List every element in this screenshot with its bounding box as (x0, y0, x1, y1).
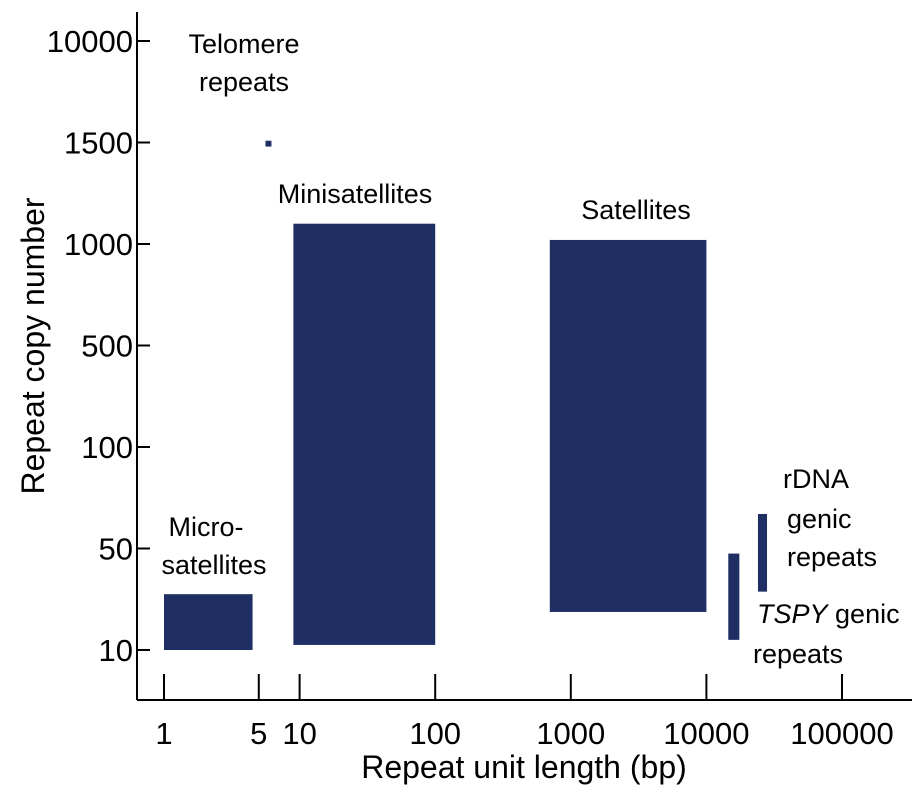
y-tick-label: 10 (99, 633, 133, 668)
y-tick-label: 50 (99, 532, 133, 567)
x-tick-label: 1000 (536, 716, 605, 751)
label-telomere-repeats: repeats (199, 67, 289, 97)
y-tick-label: 100 (81, 430, 133, 465)
label-telomere-repeats: Telomere (188, 29, 299, 59)
bar-satellites (549, 239, 707, 612)
y-tick-label: 1000 (64, 227, 133, 262)
x-tick-label: 5 (250, 716, 267, 751)
y-tick-label: 500 (81, 329, 133, 364)
label-tspy-genic-repeats: TSPY genic (757, 599, 900, 629)
x-axis-ticks: 1 5 10 100 1000 10000 100000 (155, 674, 894, 751)
y-tick-label: 10000 (47, 24, 133, 59)
x-tick-label: 10000 (663, 716, 749, 751)
label-rdna-genic-repeats: rDNA (783, 464, 849, 494)
y-axis-ticks: 10 50 100 500 1000 1500 10000 (47, 24, 150, 668)
label-minisatellites: Minisatellites (278, 179, 433, 209)
x-tick-label: 10 (282, 716, 316, 751)
bar-tspy-genic-repeats (728, 553, 740, 640)
label-tspy-genic-repeats: repeats (753, 639, 843, 669)
x-axis-title: Repeat unit length (bp) (361, 749, 687, 785)
label-microsatellites: Micro- (169, 512, 244, 542)
y-axis-title: Repeat copy number (15, 197, 51, 494)
bar-microsatellites (164, 594, 253, 650)
label-rdna-genic-repeats: genic (787, 504, 852, 534)
y-tick-label: 1500 (64, 126, 133, 161)
x-tick-label: 100 (409, 716, 461, 751)
bar-minisatellites (293, 223, 436, 645)
bar-telomere-repeats (265, 140, 272, 147)
label-satellites: Satellites (581, 195, 691, 225)
label-microsatellites: satellites (161, 550, 266, 580)
bar-rdna-genic-repeats (757, 513, 768, 592)
x-tick-label: 1 (155, 716, 172, 751)
label-rdna-genic-repeats: repeats (787, 542, 877, 572)
x-tick-label: 100000 (790, 716, 893, 751)
range-labels: Telomere repeats Minisatellites Satellites M… (161, 29, 899, 669)
range-bars (164, 140, 768, 650)
